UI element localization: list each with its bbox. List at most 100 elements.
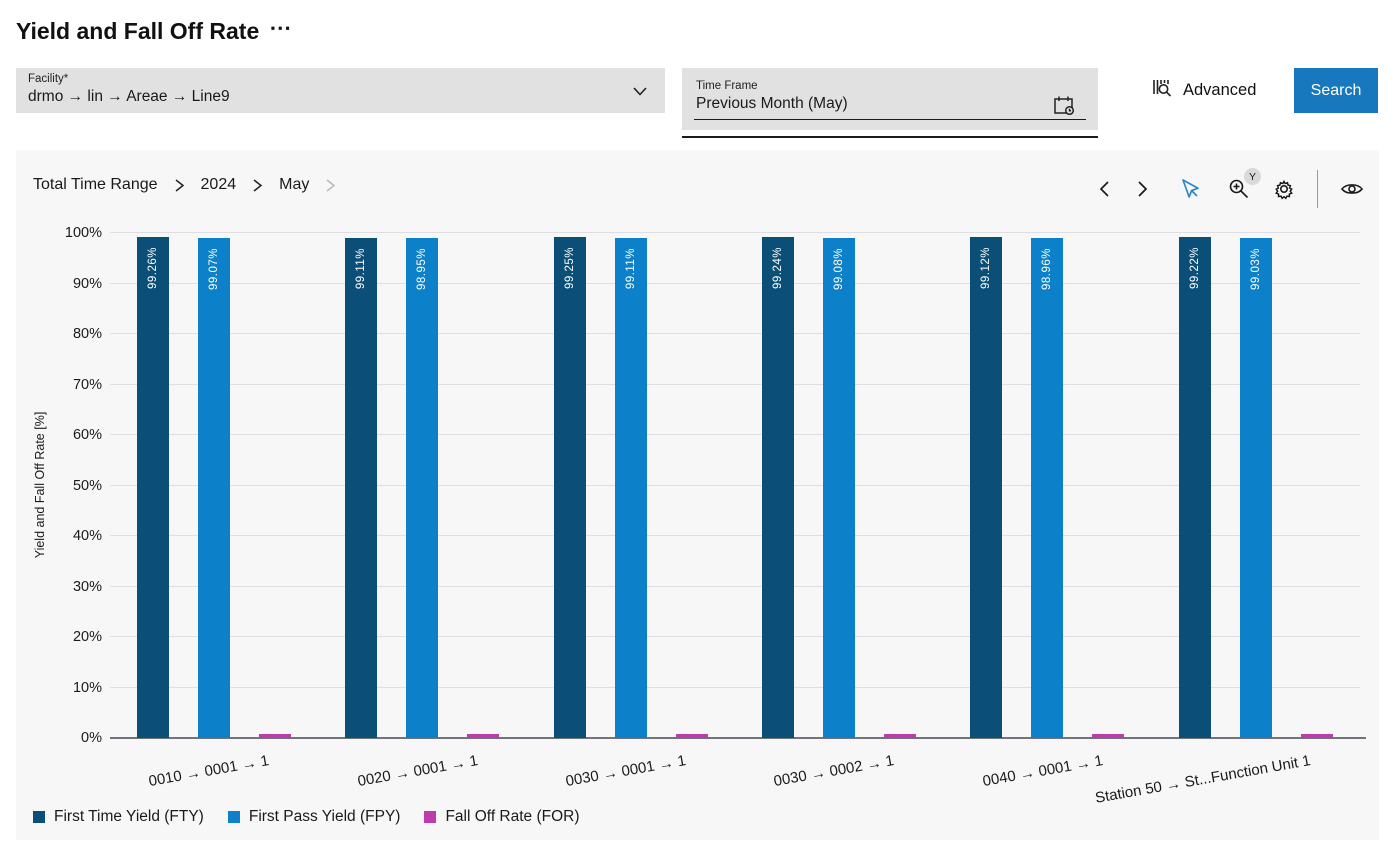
bar-group: 99.12% 98.96% [943, 233, 1151, 738]
bar-value-label: 99.24% [772, 246, 785, 289]
bar-first-pass-yield-fpy[interactable]: 99.08% [823, 237, 856, 738]
y-axis-ticks: 0% 10% 20% 30% 40% 50% 60% 70% 80% 90% 100% [16, 225, 102, 746]
facility-select[interactable]: Facility* drmo → lin → Areae → Line9 [16, 68, 665, 113]
chart-panel: Total Time Range 2024 May [16, 150, 1379, 840]
calendar-clock-icon[interactable] [1052, 94, 1076, 123]
y-tick-label: 60% [72, 427, 102, 443]
breadcrumb-item-total-time-range[interactable]: Total Time Range [33, 176, 158, 193]
page-title: Yield and Fall Off Rate ⋯ [16, 14, 293, 45]
bar-fall-off-rate-for[interactable] [884, 734, 917, 738]
bar-value-label: 99.25% [563, 246, 576, 289]
y-tick-label: 80% [72, 326, 102, 342]
x-axis-labels: 0010 → 0001 → 1 0020 → 0001 → 1 0030 → 000… [110, 738, 1360, 807]
bars-row: 99.26% 99.07% 99.11% 98.95% 99.25% 99.11% 99.2… [110, 233, 1360, 738]
bar-group: 99.22% 99.03% [1152, 233, 1360, 738]
gridline [110, 282, 1360, 284]
bar-fall-off-rate-for[interactable] [259, 734, 292, 738]
bar-group: 99.11% 98.95% [318, 233, 526, 738]
bar-fall-off-rate-for[interactable] [467, 733, 500, 738]
facility-value: drmo → lin → Areae → Line9 [28, 88, 230, 105]
bar-first-time-yield-fty[interactable]: 99.26% [137, 236, 170, 738]
gear-icon[interactable] [1272, 177, 1296, 201]
y-tick-label: 10% [72, 679, 102, 696]
bar-value-label: 98.96% [1041, 248, 1054, 291]
chevron-left-icon[interactable] [1096, 179, 1113, 199]
bar-value-label: 99.12% [980, 247, 993, 290]
chevron-right-icon-disabled [324, 178, 337, 193]
chevron-down-icon [631, 82, 649, 105]
timeframe-value: Previous Month (May) [696, 95, 848, 112]
legend-item[interactable]: First Pass Yield (FPY) [227, 808, 401, 826]
bar-value-label: 99.22% [1188, 246, 1201, 289]
bar-first-time-yield-fty[interactable]: 99.11% [345, 237, 378, 738]
legend-label: First Pass Yield (FPY) [248, 808, 401, 825]
eye-icon[interactable] [1339, 178, 1365, 200]
bar-first-pass-yield-fpy[interactable]: 99.11% [614, 237, 647, 738]
bar-fall-off-rate-for[interactable] [1092, 733, 1125, 738]
bar-first-time-yield-fty[interactable]: 99.24% [762, 236, 795, 738]
y-tick-label: 50% [72, 477, 102, 494]
chevron-right-icon[interactable] [1134, 179, 1151, 199]
advanced-search-label: Advanced [1183, 80, 1257, 99]
x-tick-label: 0020 → 0001 → 1 [356, 752, 479, 791]
bar-first-pass-yield-fpy[interactable]: 99.03% [1239, 237, 1272, 738]
search-button[interactable]: Search [1294, 68, 1378, 113]
timeframe-underline [694, 119, 1086, 120]
timeframe-input[interactable]: Time Frame Previous Month (May) [682, 68, 1098, 130]
bar-first-pass-yield-fpy[interactable]: 98.96% [1031, 238, 1064, 738]
bar-group: 99.26% 99.07% [110, 233, 318, 738]
plot-area: 99.26% 99.07% 99.11% 98.95% 99.25% 99.11% 99.2… [110, 232, 1366, 739]
breadcrumb-item-year[interactable]: 2024 [200, 176, 237, 193]
gridline [110, 484, 1360, 486]
legend-item[interactable]: Fall Off Rate (FOR) [424, 808, 580, 826]
bar-value-label: 99.08% [833, 247, 846, 290]
gridline [110, 636, 1360, 637]
timeframe-focus-line [682, 136, 1098, 138]
gridline [110, 535, 1360, 536]
chevron-right-icon [251, 178, 264, 193]
y-tick-label: 40% [72, 528, 102, 544]
legend-label: First Time Yield (FTY) [54, 808, 204, 825]
bar-first-pass-yield-fpy[interactable]: 99.07% [198, 237, 231, 738]
breadcrumb-item-month[interactable]: May [279, 176, 310, 193]
chart-toolbar: Y [1096, 168, 1365, 208]
bar-fall-off-rate-for[interactable] [675, 734, 708, 738]
gridline [110, 232, 1360, 233]
x-tick-label: Station 50 → St...Function Unit 1 [1094, 752, 1313, 807]
zoom-axis-badge: Y [1244, 168, 1261, 185]
bar-first-time-yield-fty[interactable]: 99.25% [553, 236, 586, 738]
bar-first-pass-yield-fpy[interactable]: 98.95% [406, 238, 439, 738]
x-tick-label: 0030 → 0002 → 1 [772, 752, 896, 791]
y-tick-label: 70% [72, 376, 102, 393]
y-tick-label: 20% [72, 629, 102, 645]
y-tick-label: 90% [72, 275, 102, 292]
y-tick-label: 100% [64, 225, 102, 241]
page-title-text: Yield and Fall Off Rate [16, 18, 260, 44]
bar-fall-off-rate-for[interactable] [1300, 733, 1333, 738]
bar-first-time-yield-fty[interactable]: 99.22% [1178, 236, 1211, 738]
facility-label: Facility* [28, 73, 69, 85]
x-tick-label: 0010 → 0001 → 1 [147, 752, 271, 791]
gridline [110, 383, 1360, 385]
bar-value-label: 99.11% [355, 247, 368, 289]
breadcrumb: Total Time Range 2024 May [33, 176, 337, 194]
bar-value-label: 99.07% [208, 247, 221, 290]
zoom-y-icon[interactable]: Y [1227, 168, 1261, 201]
bar-value-label: 99.03% [1249, 247, 1262, 290]
x-tick-label: 0040 → 0001 → 1 [981, 752, 1104, 791]
y-tick-label: 0% [81, 730, 102, 746]
cursor-select-icon[interactable] [1178, 177, 1202, 201]
overflow-menu-icon[interactable]: ⋯ [269, 14, 293, 40]
x-axis-line [110, 737, 1366, 739]
bar-value-label: 99.11% [624, 247, 637, 289]
legend-swatch [227, 811, 240, 823]
gridline [110, 434, 1360, 435]
gridline [110, 333, 1360, 334]
bar-group: 99.25% 99.11% [527, 233, 735, 738]
legend-swatch [424, 811, 437, 823]
advanced-search-button[interactable]: Advanced [1150, 74, 1256, 106]
timeframe-label: Time Frame [696, 80, 758, 92]
bar-first-time-yield-fty[interactable]: 99.12% [970, 237, 1003, 738]
legend-item[interactable]: First Time Yield (FTY) [33, 808, 204, 826]
